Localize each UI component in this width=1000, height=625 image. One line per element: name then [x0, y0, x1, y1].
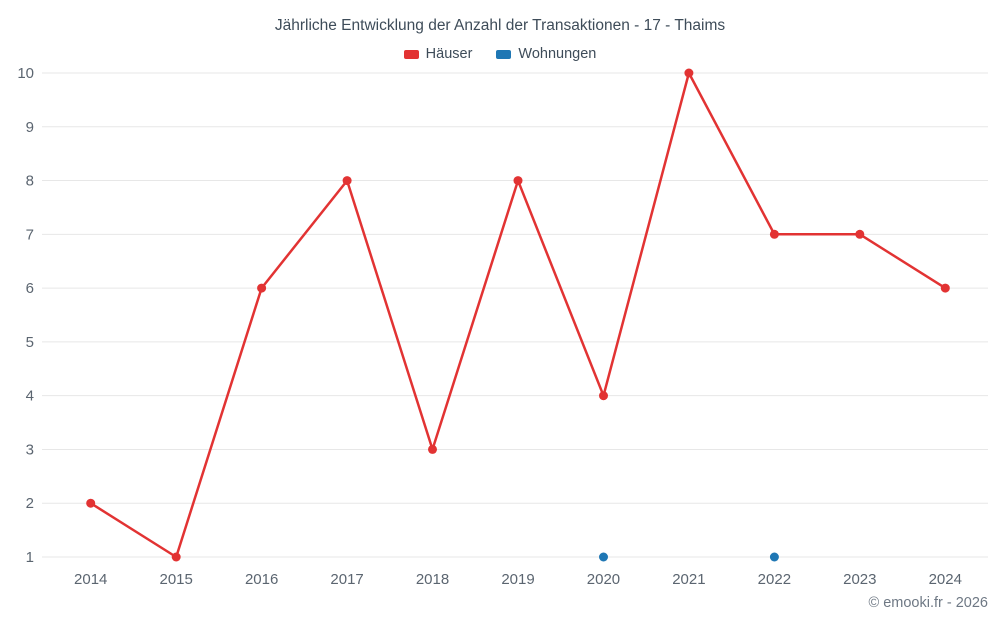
svg-text:8: 8	[26, 173, 34, 190]
chart-legend: Häuser Wohnungen	[0, 46, 1000, 62]
series-0	[86, 68, 950, 562]
svg-text:2022: 2022	[758, 571, 791, 588]
chart-title: Jährliche Entwicklung der Anzahl der Tra…	[274, 17, 726, 34]
data-point	[599, 552, 608, 562]
legend-label-wohnungen: Wohnungen	[518, 46, 597, 62]
legend-item-wohnungen[interactable]: Wohnungen	[496, 46, 596, 62]
legend-label-haeuser: Häuser	[425, 46, 473, 62]
svg-text:2016: 2016	[245, 571, 278, 588]
svg-text:10: 10	[17, 65, 34, 82]
data-point	[599, 391, 608, 401]
y-axis-labels: 1 2 3 4 5 6 7 8 9 10	[17, 65, 34, 566]
svg-text:2015: 2015	[159, 571, 192, 588]
data-point	[769, 552, 779, 562]
svg-text:6: 6	[26, 280, 34, 297]
svg-text:2023: 2023	[843, 571, 876, 588]
legend-item-haeuser[interactable]: Häuser	[403, 46, 473, 62]
svg-text:2018: 2018	[416, 571, 449, 588]
data-point	[513, 176, 523, 186]
svg-text:5: 5	[26, 334, 34, 351]
data-point	[769, 229, 779, 239]
svg-text:2020: 2020	[587, 571, 620, 588]
series-1	[599, 552, 779, 562]
copyright-credit: © emooki.fr - 2026	[868, 595, 988, 611]
data-point	[684, 68, 694, 78]
svg-text:2: 2	[26, 495, 34, 512]
gridlines	[42, 72, 988, 558]
svg-text:7: 7	[26, 226, 34, 243]
data-point	[428, 444, 437, 454]
svg-text:4: 4	[26, 388, 34, 405]
svg-text:2014: 2014	[74, 571, 107, 588]
svg-text:2021: 2021	[672, 571, 705, 588]
svg-text:2017: 2017	[330, 571, 363, 588]
data-point	[940, 283, 950, 293]
svg-text:2019: 2019	[501, 571, 534, 588]
data-point	[86, 498, 96, 508]
svg-text:3: 3	[26, 441, 34, 458]
data-point	[342, 176, 352, 186]
x-axis-labels: 2014 2015 2016 2017 2018 2019 2020 2021 2022 2023…	[74, 571, 962, 588]
haeuser-series-swatch-icon	[403, 49, 419, 59]
data-point	[855, 229, 865, 239]
data-point	[171, 552, 181, 562]
svg-text:1: 1	[26, 549, 34, 566]
svg-text:9: 9	[26, 119, 34, 136]
svg-text:2024: 2024	[929, 571, 962, 588]
data-point	[257, 283, 267, 293]
wohnungen-series-swatch-icon	[496, 49, 512, 59]
